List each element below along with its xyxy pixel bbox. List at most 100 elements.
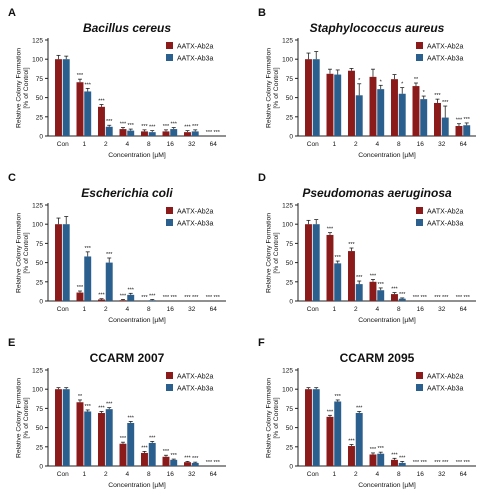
x-tick-label: 4 [375,306,379,313]
x-tick-label: 2 [354,471,358,478]
significance-label: *** [434,295,441,301]
significance-label: *** [106,402,113,408]
significance-label: *** [106,252,113,258]
bar-ab3a [334,74,342,136]
significance-label: * [423,90,426,96]
significance-label: *** [128,123,135,129]
bar-ab2a [76,292,84,301]
x-tick-label: Con [57,306,69,313]
legend-swatch [416,54,423,61]
significance-label: * [358,78,361,84]
significance-label: *** [85,246,92,252]
y-tick-label: 0 [39,464,43,471]
panel-letter: C [8,172,16,184]
bar-ab3a [148,132,156,136]
significance-label: *** [163,124,170,130]
significance-label: *** [464,117,471,123]
significance-label: *** [171,122,178,128]
y-tick-label: 100 [32,222,43,229]
bar-ab2a [76,402,84,466]
significance-label: *** [456,118,463,124]
bar-ab2a [326,73,334,136]
legend-swatch [166,219,173,226]
y-tick-label: 100 [282,387,293,394]
y-tick-label: 75 [286,406,294,413]
significance-label: *** [163,449,170,455]
panel-letter: D [258,172,266,184]
legend-label: AATX-Ab3a [177,56,214,63]
significance-label: *** [442,460,449,466]
significance-label: *** [356,405,363,411]
bar-ab2a [76,82,84,136]
significance-label: *** [434,460,441,466]
significance-label: *** [85,82,92,88]
significance-label: *** [98,405,105,411]
significance-label: *** [370,447,377,453]
x-axis-label: Concentration [µM] [108,152,166,159]
y-tick-label: 25 [36,444,44,451]
x-tick-label: 2 [354,306,358,313]
bar-ab2a [98,299,105,301]
y-tick-label: 0 [289,299,293,306]
bar-ab3a [105,262,113,301]
y-tick-label: 50 [286,95,294,102]
y-tick-label: 25 [36,279,44,286]
y-tick-label: 0 [39,299,43,306]
y-tick-label: 125 [32,203,43,210]
bar-ab2a [98,413,105,466]
bar-ab3a [105,409,113,466]
bar-ab3a [84,411,92,466]
x-tick-label: 2 [354,141,358,148]
y-tick-label: 50 [286,260,294,267]
x-tick-label: 64 [210,471,218,478]
y-axis-label: Relative Colony Formation[% of Control] [16,378,30,458]
chart-panel-B: B Staphylococcus aureus 0 25 50 75 100 125Relat… [258,7,476,159]
x-tick-label: 4 [125,471,129,478]
x-tick-label: 8 [397,306,401,313]
bar-ab3a [355,95,363,136]
significance-label: *** [120,122,127,128]
significance-label: *** [370,273,377,279]
y-tick-label: 50 [36,95,44,102]
bar-ab2a [434,102,441,136]
significance-label: *** [327,227,334,233]
bar-ab3a [420,99,428,136]
y-tick-label: 75 [36,76,44,83]
legend-label: AATX-Ab3a [177,221,214,228]
x-tick-label: Con [57,471,69,478]
y-tick-label: 75 [286,76,294,83]
x-tick-label: 64 [460,306,468,313]
significance-label: *** [413,295,420,301]
significance-label: *** [442,295,449,301]
significance-label: *** [120,436,127,442]
bar-ab3a [84,91,92,136]
significance-label: *** [98,293,105,299]
legend-swatch [416,42,423,49]
chart-panel-D: D Pseudomonas aeruginosa 0 25 50 75 100 125Rela… [258,172,476,324]
bar-ab2a [391,79,398,136]
x-axis-label: Concentration [µM] [358,482,416,489]
x-tick-label: 16 [417,471,425,478]
bar-ab3a [355,284,363,301]
significance-label: *** [128,287,135,293]
x-axis-label: Concentration [µM] [108,317,166,324]
x-tick-label: 16 [167,306,175,313]
significance-label: *** [98,99,105,105]
y-tick-label: 50 [286,425,294,432]
y-tick-label: 100 [282,57,293,64]
significance-label: *** [120,293,127,299]
bar-ab2a [55,59,62,137]
significance-label: *** [184,125,191,131]
legend-label: AATX-Ab3a [177,386,214,393]
y-axis-label: Relative Colony Formation[% of Control] [16,213,30,293]
bar-ab3a [148,442,156,466]
bar-ab2a [55,224,62,301]
panel-letter: F [258,337,265,349]
y-tick-label: 125 [282,368,293,375]
bar-ab2a [162,456,170,466]
x-tick-label: 8 [397,141,401,148]
bar-ab2a [412,86,420,136]
